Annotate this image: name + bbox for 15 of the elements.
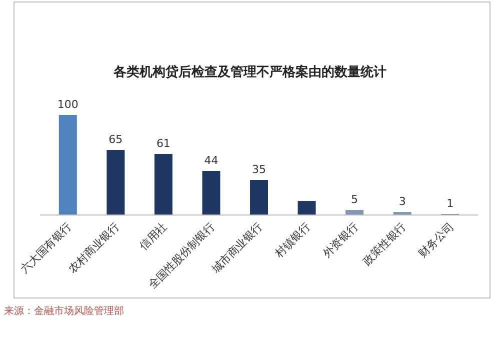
chart-title: 各类机构贷后检查及管理不严格案由的数量统计 [112, 64, 386, 80]
data-label: 5 [351, 193, 358, 206]
x-tick-label: 外资银行 [320, 220, 361, 260]
x-tick-label: 信用社 [137, 220, 170, 252]
data-label: 44 [204, 154, 218, 167]
data-label: 100 [57, 98, 78, 111]
data-label: 61 [156, 137, 170, 150]
source-note: 来源：金融市场风险管理部 [4, 305, 124, 317]
data-label: 35 [252, 163, 266, 176]
x-tick-label: 政策性银行 [360, 220, 408, 268]
x-tick-label: 财务公司 [416, 220, 456, 260]
data-label: 3 [398, 195, 406, 208]
data-label: 65 [108, 133, 123, 146]
data-label: 1 [446, 197, 454, 210]
x-tick-label: 村镇银行 [272, 220, 313, 261]
